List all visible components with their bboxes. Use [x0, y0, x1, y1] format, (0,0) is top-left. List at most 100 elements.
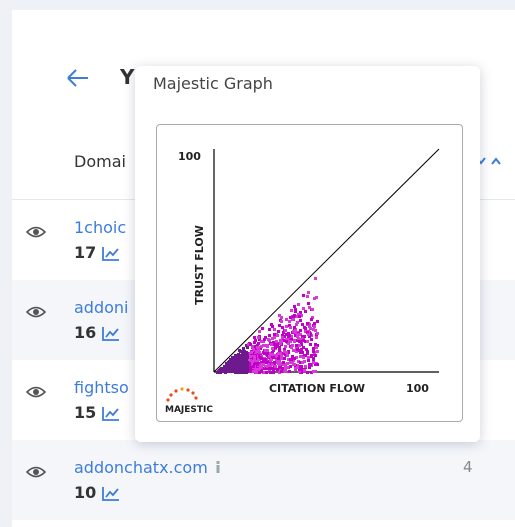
graph-dot — [303, 335, 306, 338]
graph-dot — [297, 313, 300, 316]
graph-dot — [309, 327, 312, 330]
graph-dot — [305, 348, 308, 351]
eye-icon[interactable] — [26, 304, 46, 320]
domain-link[interactable]: fightso — [74, 378, 129, 397]
graph-dot — [278, 366, 281, 369]
graph-dot — [287, 342, 290, 345]
graph-dot — [284, 363, 287, 366]
graph-dot — [253, 359, 256, 362]
graph-dot — [276, 368, 279, 371]
graph-dot — [270, 356, 273, 359]
graph-dot — [258, 338, 261, 341]
graph-dot — [312, 328, 315, 331]
graph-frame: 100 TRUST FLOW CITATION FLOW 100 MAJESTI… — [156, 124, 463, 422]
table-row: 1choic 17 — [12, 200, 515, 280]
graph-dot — [271, 363, 274, 366]
graph-dot — [310, 355, 313, 358]
trend-icon[interactable] — [102, 246, 120, 262]
count: 15 — [74, 403, 97, 422]
graph-dot — [241, 356, 244, 359]
graph-dot — [293, 305, 296, 308]
diagonal — [213, 148, 440, 373]
graph-dot — [260, 370, 263, 373]
graph-dot — [249, 359, 252, 362]
graph-dot — [278, 324, 281, 327]
graph-dot — [288, 324, 291, 327]
column-header[interactable]: Domai — [74, 152, 126, 171]
graph-dot — [231, 364, 234, 367]
graph-dot — [295, 323, 298, 326]
graph-dot — [302, 346, 305, 349]
graph-dot — [277, 362, 280, 365]
domain-link[interactable]: addonchatx.com — [74, 458, 208, 477]
trend-icon[interactable] — [102, 326, 120, 342]
graph-dot — [245, 351, 248, 354]
graph-dot — [233, 360, 236, 363]
graph-dot — [294, 308, 297, 311]
graph-dot — [287, 350, 290, 353]
graph-dot — [262, 344, 265, 347]
graph-dot — [253, 356, 256, 359]
graph-dot — [248, 364, 251, 367]
graph-dot — [286, 354, 289, 357]
graph-dot — [295, 356, 298, 359]
graph-dot — [269, 371, 272, 374]
graph-dot — [296, 333, 299, 336]
graph-dot — [299, 329, 302, 332]
eye-icon[interactable] — [26, 224, 46, 240]
graph-dot — [251, 362, 254, 365]
graph-dot — [234, 354, 237, 357]
graph-dot — [271, 337, 274, 340]
graph-dot — [267, 363, 270, 366]
graph-dot — [262, 363, 265, 366]
graph-dot — [276, 334, 279, 337]
eye-icon[interactable] — [26, 464, 46, 480]
graph-dot — [237, 353, 240, 356]
graph-dot — [249, 356, 252, 359]
graph-dot — [251, 356, 254, 359]
graph-dot — [295, 350, 298, 353]
graph-dot — [308, 306, 311, 309]
graph-dot — [278, 346, 281, 349]
graph-dot — [237, 370, 240, 373]
graph-dot — [271, 347, 274, 350]
graph-dot — [255, 368, 258, 371]
graph-dot — [294, 334, 297, 337]
graph-dot — [311, 316, 314, 319]
logo-text: MAJESTIC — [165, 405, 213, 415]
graph-dot — [268, 334, 271, 337]
graph-dot — [280, 320, 283, 323]
graph-dot — [260, 363, 263, 366]
graph-dot — [278, 314, 281, 317]
graph-dot — [283, 350, 286, 353]
graph-dot — [289, 361, 292, 364]
graph-dot — [278, 360, 281, 363]
domain-link[interactable]: addoni — [74, 298, 129, 317]
graph-dot — [236, 356, 239, 359]
domain-link[interactable]: 1choic — [74, 218, 127, 237]
graph-dot — [260, 340, 263, 343]
eye-icon[interactable] — [26, 384, 46, 400]
graph-dot — [296, 366, 299, 369]
graph-dot — [316, 350, 319, 353]
graph-dot — [259, 347, 262, 350]
graph-dot — [272, 349, 275, 352]
graph-dot — [225, 362, 228, 365]
y-label: TRUST FLOW — [193, 225, 206, 305]
majestic-graph: 100 TRUST FLOW CITATION FLOW 100 MAJESTI… — [165, 148, 440, 415]
graph-dot — [251, 360, 254, 363]
trend-icon[interactable] — [102, 406, 120, 422]
graph-dot — [260, 345, 263, 348]
graph-dot — [299, 311, 302, 314]
x-label: CITATION FLOW — [269, 382, 365, 395]
graph-dot — [284, 370, 287, 373]
graph-dot — [302, 337, 305, 340]
trend-icon[interactable] — [102, 486, 120, 502]
logo-arc — [166, 387, 198, 402]
graph-dot — [262, 340, 265, 343]
back-arrow[interactable] — [66, 68, 90, 88]
graph-dot — [277, 355, 280, 358]
graph-dot — [253, 367, 256, 370]
graph-dot — [294, 368, 297, 371]
graph-dot — [239, 350, 242, 353]
